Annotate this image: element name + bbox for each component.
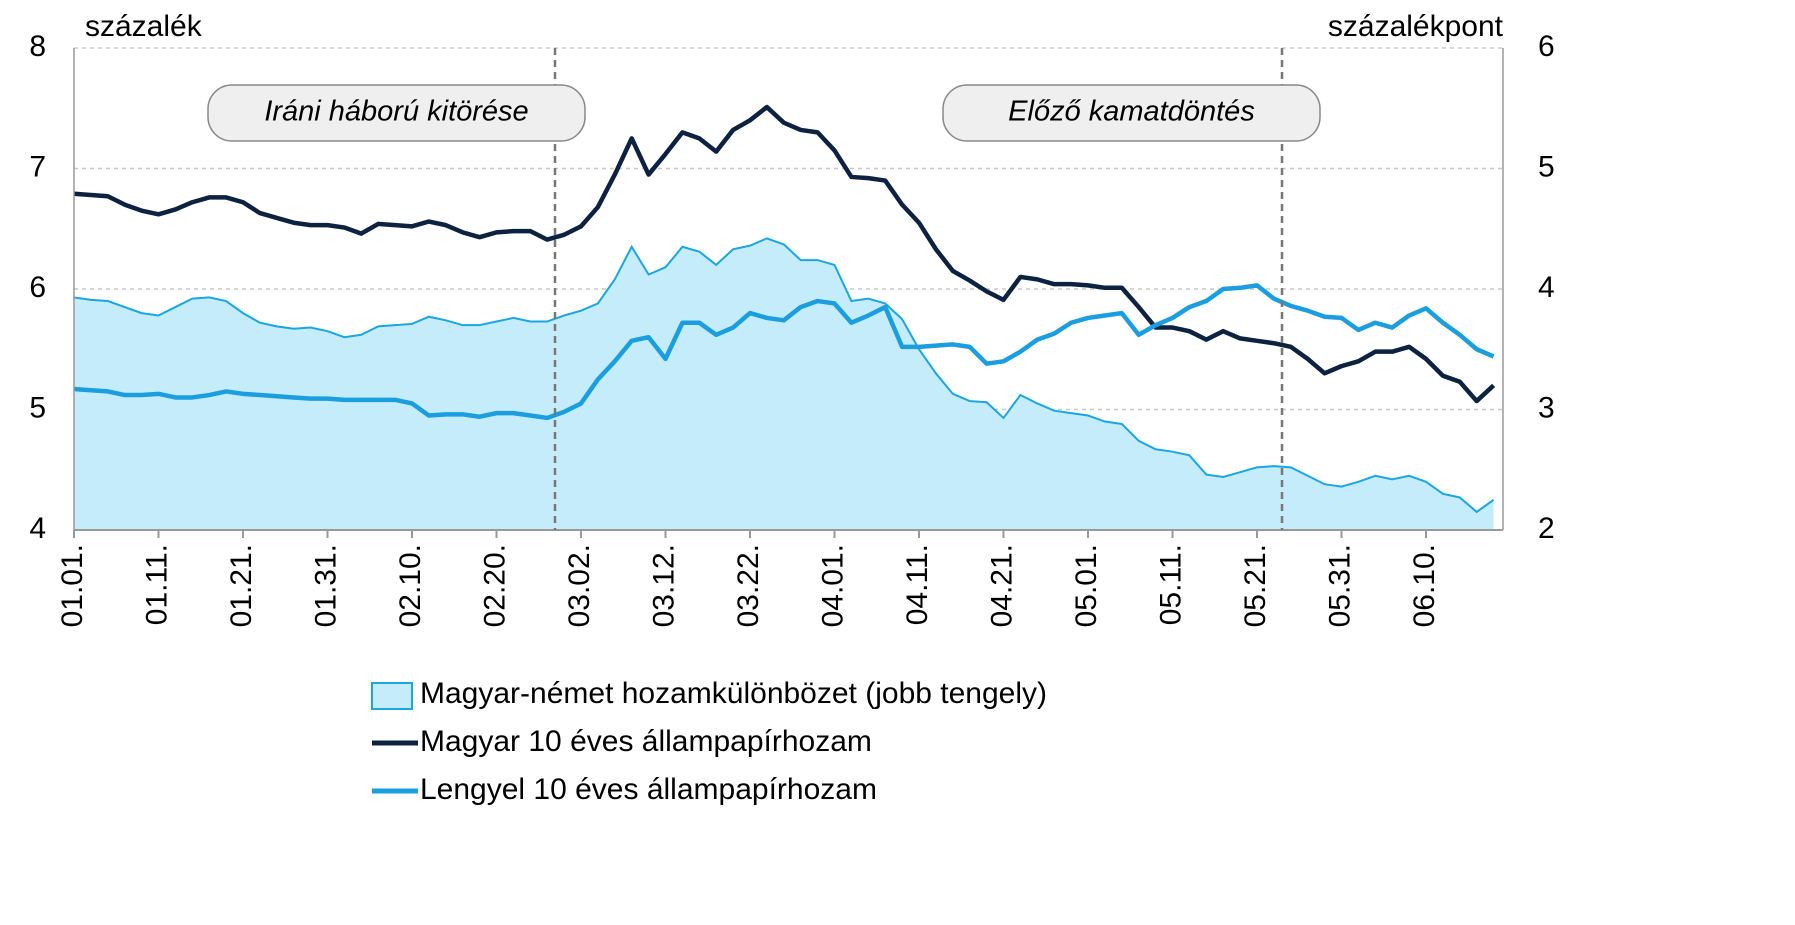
annotation-box <box>207 84 586 142</box>
annotation-box <box>942 84 1321 142</box>
x-tick-label: 05.31. <box>1323 544 1356 627</box>
y-tick-label: 8 <box>29 30 46 63</box>
x-tick-label: 02.20. <box>478 544 511 627</box>
y-tick-label: 5 <box>29 391 46 424</box>
x-tick-label: 01.11. <box>140 544 173 625</box>
y2-tick-label: 4 <box>1538 271 1555 304</box>
x-tick-label: 05.11. <box>1154 544 1187 625</box>
line <box>73 104 1496 404</box>
y-tick-label: 6 <box>29 271 46 304</box>
y-axis-label: százalék <box>85 10 203 43</box>
y2-tick-label: 3 <box>1538 391 1555 424</box>
area-line <box>73 237 1495 514</box>
x-tick-label: 01.21. <box>225 544 258 627</box>
x-tick-label: 01.01. <box>56 544 89 627</box>
legend-swatch <box>371 682 413 710</box>
x-tick-label: 04.21. <box>985 544 1018 627</box>
y-tick-label: 4 <box>29 512 46 545</box>
x-tick-label: 03.12. <box>647 544 680 627</box>
x-tick-label: 02.10. <box>394 544 427 627</box>
y-tick-label: 7 <box>29 150 46 183</box>
x-tick-label: 05.21. <box>1239 544 1272 627</box>
area <box>74 238 1494 530</box>
x-tick-label: 03.22. <box>732 544 765 627</box>
line <box>73 283 1495 421</box>
legend-label: Magyar 10 éves állampapírhozam <box>420 725 872 758</box>
y2-tick-label: 2 <box>1538 512 1555 545</box>
legend-label: Lengyel 10 éves állampapírhozam <box>420 773 877 806</box>
x-tick-label: 03.02. <box>563 544 596 627</box>
legend-label: Magyar-német hozamkülönbözet (jobb tenge… <box>420 677 1047 710</box>
x-tick-label: 04.11. <box>901 544 934 625</box>
x-tick-label: 04.01. <box>816 544 849 627</box>
x-tick-label: 05.01. <box>1070 544 1103 627</box>
y2-axis-label: százalékpont <box>1328 10 1504 43</box>
annotation: Előző kamatdöntés <box>1008 96 1255 128</box>
y2-tick-label: 6 <box>1538 30 1555 63</box>
y2-tick-label: 5 <box>1538 150 1555 183</box>
x-tick-label: 01.31. <box>309 544 342 627</box>
annotation: Iráni háború kitörése <box>264 96 528 128</box>
x-tick-label: 06.10. <box>1408 544 1441 627</box>
